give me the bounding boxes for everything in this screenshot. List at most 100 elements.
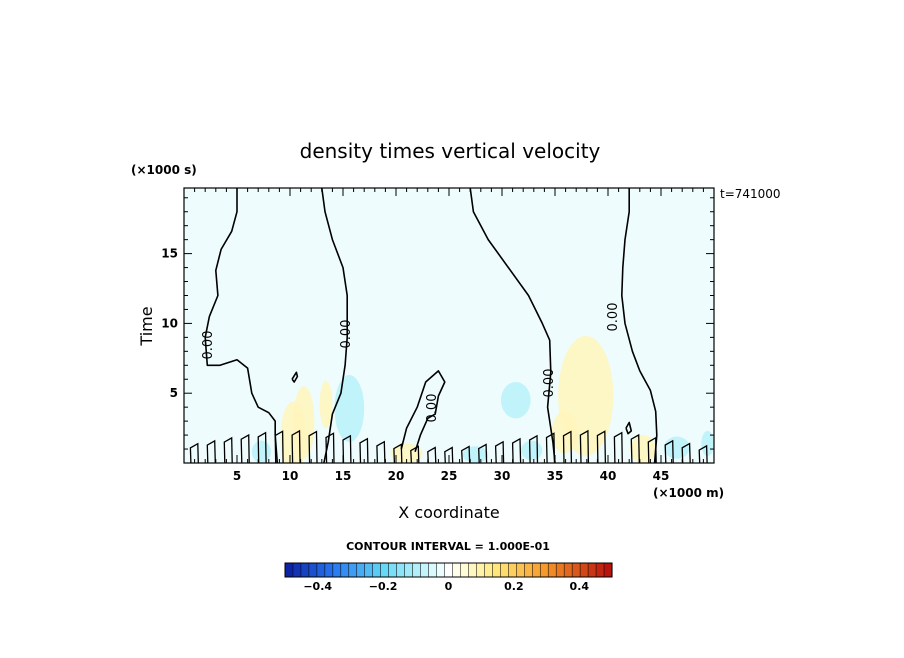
noise-contour-18 (478, 443, 488, 463)
contour-label-4: 0.00 (542, 369, 557, 398)
noise-contour-20 (511, 437, 522, 463)
noise-contour-26 (613, 431, 623, 463)
colorbar-cell (308, 562, 318, 578)
colorbar-tick-label-3: 0 (445, 580, 453, 593)
field-blob-2 (293, 386, 315, 459)
noise-contour-2 (206, 439, 216, 463)
contour-label-1: 0.00 (201, 331, 216, 360)
colorbar-cell (531, 562, 541, 578)
zero-contour-3 (469, 188, 556, 463)
colorbar-cell (492, 562, 501, 578)
colorbar-cell (404, 562, 414, 578)
x-tick-label-40: 40 (600, 469, 617, 483)
zero-contour-1 (204, 188, 279, 463)
noise-contour-16 (444, 446, 454, 463)
colorbar-cell (380, 562, 390, 578)
field-blob-14 (462, 446, 489, 463)
x-axis-label: X coordinate (398, 503, 499, 522)
colorbar-cell (300, 562, 310, 578)
noise-contour-8 (308, 430, 318, 463)
colorbar-frame (284, 562, 613, 578)
noise-contour-10 (342, 434, 352, 463)
colorbar-tick-label-1: −0.4 (303, 580, 332, 593)
zero-contour-6 (291, 371, 299, 383)
colorbar-cell (284, 562, 294, 578)
colorbar-cell (436, 562, 446, 578)
y-tick-label-10: 10 (161, 316, 178, 330)
noise-contour-19 (494, 440, 505, 463)
noise-contour-24 (579, 429, 590, 463)
noise-contour-14 (410, 445, 420, 463)
zero-contour-5 (400, 370, 446, 453)
contour-interval-text: CONTOUR INTERVAL = 1.000E-01 (346, 540, 550, 553)
field-blob-7 (521, 440, 543, 461)
chart-title: density times vertical velocity (300, 139, 601, 163)
x-tick-label-35: 35 (547, 469, 564, 483)
noise-contour-27 (630, 433, 640, 463)
x-tick-label-5: 5 (233, 469, 241, 483)
zero-contour-7 (625, 421, 633, 435)
colorbar-cell (587, 562, 597, 578)
colorbar-cell (539, 562, 549, 578)
colorbar-cell (364, 562, 374, 578)
colorbar-cell (340, 562, 350, 578)
noise-contour-22 (545, 432, 556, 463)
colorbar-cell (516, 562, 525, 578)
field-blob-11 (664, 436, 690, 459)
colorbar-cell (468, 562, 477, 578)
colorbar-tick-label-4: 0.2 (504, 580, 524, 593)
noise-contour-3 (223, 436, 233, 463)
field-blob-5 (251, 440, 271, 463)
colorbar-cell (476, 562, 485, 578)
colorbar-cell (372, 562, 382, 578)
field-blob-6 (500, 382, 531, 419)
colorbar-cell (484, 562, 493, 578)
colorbar-cell (595, 562, 605, 578)
colorbar-cell (428, 562, 438, 578)
colorbar-tick-label-2: −0.2 (369, 580, 398, 593)
colorbar-cell (547, 562, 557, 578)
noise-contour-23 (562, 430, 573, 463)
noise-contour-17 (461, 445, 471, 463)
contour-labels: 0.00 0.00 0.00 0.00 0.00 (201, 303, 621, 423)
colorbar-cell (460, 562, 469, 578)
colorbar-cell (579, 562, 589, 578)
colorbar-tick-label-5: 0.4 (570, 580, 590, 593)
noise-contour-13 (393, 443, 403, 463)
colorbar-cell (292, 562, 302, 578)
x-tick-label-25: 25 (441, 469, 458, 483)
noise-contour-29 (664, 439, 674, 463)
noise-contour-31 (698, 444, 708, 463)
zero-contour-4 (621, 188, 658, 463)
field-blob-12 (701, 430, 714, 457)
x-tick-label-10: 10 (282, 469, 299, 483)
noise-contour-15 (427, 446, 437, 463)
colorbar-cell (508, 562, 517, 578)
colorbar-cell (603, 562, 613, 578)
field-blob-4 (334, 375, 365, 443)
axis-ticks (184, 188, 714, 463)
x-units-label: (×1000 m) (653, 486, 724, 500)
colorbar-tick-labels: −0.4 −0.2 0 0.2 0.4 (303, 580, 589, 593)
noise-contour-4 (240, 433, 250, 463)
noise-contour-7 (291, 429, 301, 463)
colorbar-cell (563, 562, 573, 578)
colorbar-cell (332, 562, 342, 578)
field-blob-9 (551, 411, 578, 454)
colorbar-cell (420, 562, 430, 578)
colorbar-cell (348, 562, 358, 578)
colorbar-cell (444, 562, 454, 578)
y-units-label: (×1000 s) (131, 163, 197, 177)
contour-label-5: 0.00 (606, 303, 621, 332)
time-stamp: t=741000 (720, 187, 781, 201)
y-axis-label: Time (137, 306, 156, 346)
noise-contour-1 (189, 442, 199, 463)
noise-contour-25 (596, 430, 607, 463)
colorbar-cell (388, 562, 398, 578)
colorbar-cell (356, 562, 366, 578)
zero-contour-lines (189, 188, 708, 463)
noise-contour-9 (325, 432, 335, 463)
y-tick-labels: 5 10 15 (161, 247, 178, 401)
y-tick-label-15: 15 (161, 247, 178, 261)
contour-label-3: 0.00 (425, 394, 440, 423)
